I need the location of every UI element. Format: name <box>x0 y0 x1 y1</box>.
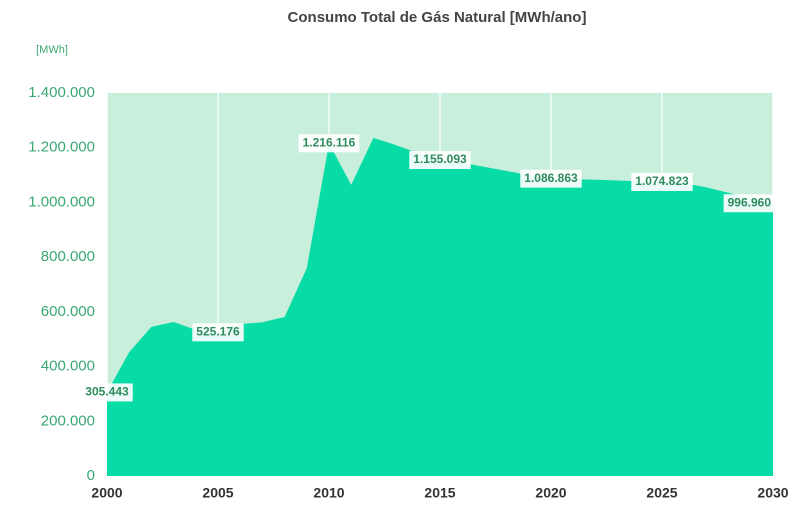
value-label: 996.960 <box>728 195 772 209</box>
y-axis-label: [MWh] <box>36 44 68 56</box>
chart-title: Consumo Total de Gás Natural [MWh/ano] <box>288 9 587 26</box>
x-tick-label: 2030 <box>757 485 788 501</box>
x-tick-label: 2000 <box>91 485 122 501</box>
value-label-box <box>631 172 693 191</box>
y-tick-label: 200.000 <box>41 412 95 429</box>
value-label: 1.155.093 <box>413 152 467 166</box>
x-tick-label: 2010 <box>313 485 344 501</box>
y-tick-label: 800.000 <box>41 248 95 265</box>
value-label: 305.443 <box>85 385 129 399</box>
x-tick-label: 2005 <box>202 485 233 501</box>
value-label: 1.086.863 <box>524 171 578 185</box>
y-tick-label: 600.000 <box>41 303 95 320</box>
area <box>107 137 773 476</box>
value-label-box <box>81 383 133 402</box>
value-label-box <box>192 323 244 342</box>
value-label: 1.216.116 <box>303 135 356 149</box>
y-tick-label: 1.400.000 <box>28 84 95 101</box>
value-label-box <box>409 150 471 169</box>
y-tick-label: 1.000.000 <box>28 193 95 210</box>
y-tick-label: 400.000 <box>41 358 95 375</box>
value-label: 525.176 <box>196 324 240 338</box>
value-label-box <box>723 194 775 213</box>
value-label: 1.074.823 <box>635 174 689 188</box>
value-label-box <box>298 134 360 153</box>
y-tick-label: 0 <box>87 467 95 484</box>
x-tick-label: 2025 <box>646 485 677 501</box>
value-label-box <box>520 169 582 188</box>
x-tick-label: 2020 <box>535 485 566 501</box>
x-tick-label: 2015 <box>424 485 455 501</box>
y-tick-label: 1.200.000 <box>28 139 95 156</box>
